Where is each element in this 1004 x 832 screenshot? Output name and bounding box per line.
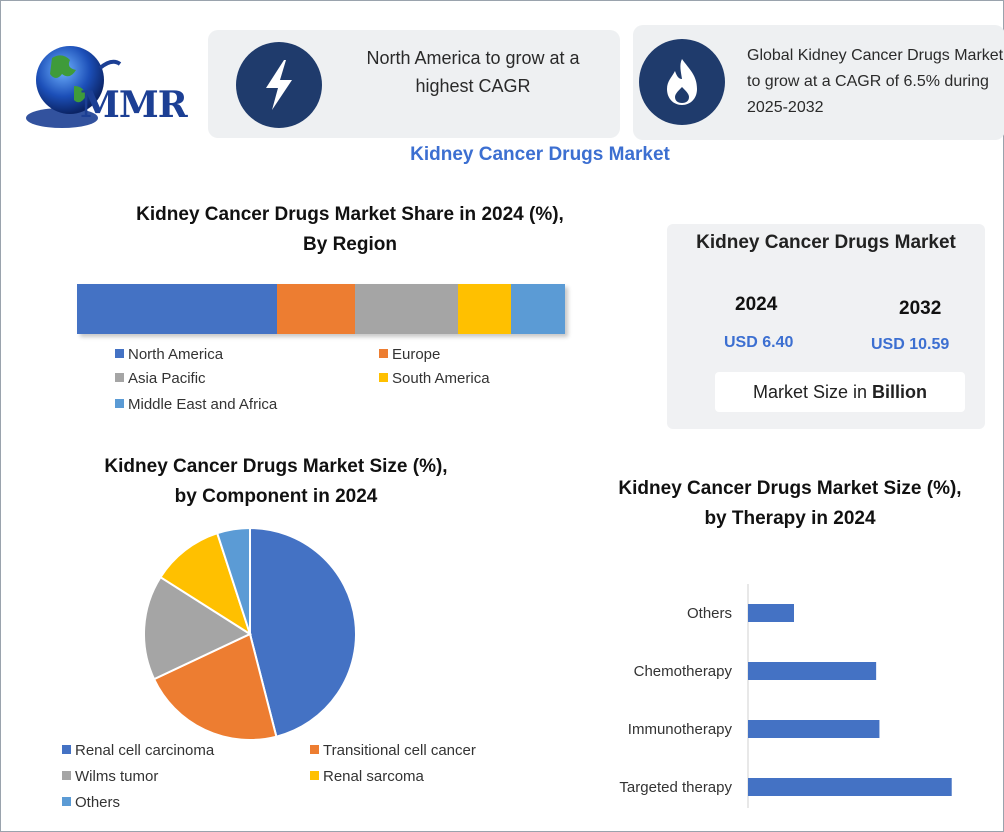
year-2024: 2024 xyxy=(735,294,778,315)
legend-item-renal-cell-carcinoma: Renal cell carcinoma xyxy=(62,742,214,759)
lightning-icon xyxy=(266,60,292,110)
mmr-logo: MMR xyxy=(22,38,192,138)
legend-item-middle-east-and-africa: Middle East and Africa xyxy=(115,396,277,413)
title-line-2: by Therapy in 2024 xyxy=(704,508,876,529)
legend-label: Middle East and Africa xyxy=(128,396,278,413)
legend-label: Others xyxy=(75,794,121,811)
legend-label: Transitional cell cancer xyxy=(323,742,476,759)
unit-bold: Billion xyxy=(872,382,928,402)
flame-badge xyxy=(639,39,725,125)
legend-swatch xyxy=(62,797,71,806)
pie-slice-renal-sarcoma xyxy=(159,531,252,637)
region-stacked-bar xyxy=(77,284,565,334)
legend-swatch xyxy=(62,745,71,754)
legend-swatch xyxy=(115,399,124,408)
component-legend: Renal cell carcinoma Transitional cell ca… xyxy=(62,742,532,818)
component-chart-title: Kidney Cancer Drugs Market Size (%), by … xyxy=(56,452,496,512)
title-line-1: Kidney Cancer Drugs Market Share in 2024… xyxy=(136,204,564,225)
therapy-chart-title: Kidney Cancer Drugs Market Size (%), by … xyxy=(580,474,1000,534)
highlight-text: Global Kidney Cancer Drugs Market to gro… xyxy=(747,47,1004,116)
legend-swatch xyxy=(310,745,319,754)
title-line-2: by Component in 2024 xyxy=(174,486,378,507)
pie-slice-others xyxy=(215,526,251,635)
component-pie-chart xyxy=(143,526,357,741)
bar-segment-south-america xyxy=(457,284,512,334)
legend-swatch xyxy=(115,349,124,358)
legend-item-asia-pacific: Asia Pacific xyxy=(115,370,206,387)
legend-swatch xyxy=(379,373,388,382)
pie-slice-renal-cell-carcinoma xyxy=(249,526,357,738)
category-label-targeted-therapy: Targeted therapy xyxy=(619,779,732,796)
legend-label: South America xyxy=(392,370,490,387)
lightning-badge xyxy=(236,42,322,128)
legend-swatch xyxy=(310,771,319,780)
market-size-title: Kidney Cancer Drugs Market xyxy=(696,232,956,253)
legend-item-transitional-cell-cancer: Transitional cell cancer xyxy=(310,742,476,759)
pie-slice-transitional-cell-cancer xyxy=(152,632,278,741)
legend-item-renal-sarcoma: Renal sarcoma xyxy=(310,768,424,785)
region-legend: North America Europe Asia Pacific South Ame… xyxy=(115,346,575,418)
legend-label: Asia Pacific xyxy=(128,370,206,387)
bar-targeted-therapy xyxy=(748,778,952,796)
legend-item-europe: Europe xyxy=(379,346,440,363)
legend-label: Renal sarcoma xyxy=(323,768,424,785)
category-label-others: Others xyxy=(687,605,732,622)
category-label-chemotherapy: Chemotherapy xyxy=(634,663,733,680)
title-line-2: By Region xyxy=(303,234,397,255)
market-size-unit-note: Market Size in Billion xyxy=(715,372,965,412)
legend-swatch xyxy=(379,349,388,358)
bar-others xyxy=(748,604,794,622)
market-size-box: Kidney Cancer Drugs Market 2024 2032 USD… xyxy=(667,224,985,429)
globe-icon xyxy=(26,46,122,128)
legend-swatch xyxy=(115,373,124,382)
legend-label: Wilms tumor xyxy=(75,768,159,785)
year-2032: 2032 xyxy=(899,298,942,319)
therapy-bar-chart: Others Chemotherapy Immunotherapy Targeted … xyxy=(619,584,952,808)
legend-label: Europe xyxy=(392,346,441,363)
region-chart-title: Kidney Cancer Drugs Market Share in 2024… xyxy=(90,200,610,260)
legend-item-others: Others xyxy=(62,794,120,811)
highlight-text: North America to grow at a highest CAGR xyxy=(366,48,580,96)
title-line-1: Kidney Cancer Drugs Market Size (%), xyxy=(618,478,962,499)
legend-label: North America xyxy=(128,346,224,363)
value-2024: USD 6.40 xyxy=(724,334,794,351)
highlight-card-cagr: Global Kidney Cancer Drugs Market to gro… xyxy=(633,25,1004,140)
bar-immunotherapy xyxy=(748,720,880,738)
bar-chemotherapy xyxy=(748,662,877,680)
legend-label: Renal cell carcinoma xyxy=(75,742,215,759)
title-line-1: Kidney Cancer Drugs Market Size (%), xyxy=(104,456,448,477)
main-title: Kidney Cancer Drugs Market xyxy=(410,144,670,165)
pie-slice-wilms-tumor xyxy=(143,575,253,681)
bar-segment-middle-east-and-africa xyxy=(511,284,565,334)
bar-segment-europe xyxy=(277,284,356,334)
legend-item-north-america: North America xyxy=(115,346,223,363)
flame-icon xyxy=(667,59,697,105)
category-label-immunotherapy: Immunotherapy xyxy=(628,721,733,738)
legend-swatch xyxy=(62,771,71,780)
highlight-card-north-america: North America to grow at a highest CAGR xyxy=(208,30,620,138)
value-2032: USD 10.59 xyxy=(871,336,950,353)
legend-item-south-america: South America xyxy=(379,370,490,387)
unit-prefix: Market Size in xyxy=(752,382,873,402)
bar-segment-asia-pacific xyxy=(355,284,458,334)
logo-text: MMR xyxy=(80,84,188,126)
bar-segment-north-america xyxy=(77,284,278,334)
legend-item-wilms-tumor: Wilms tumor xyxy=(62,768,158,785)
